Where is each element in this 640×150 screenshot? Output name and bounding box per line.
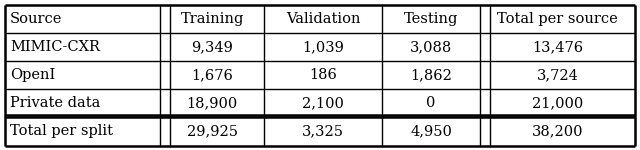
Text: Total per source: Total per source — [497, 12, 618, 26]
Text: 21,000: 21,000 — [532, 96, 583, 110]
Text: 3,088: 3,088 — [410, 40, 452, 54]
Text: 9,349: 9,349 — [191, 40, 233, 54]
Text: Total per split: Total per split — [10, 124, 113, 138]
Text: 4,950: 4,950 — [410, 124, 452, 138]
Text: 3,724: 3,724 — [536, 68, 579, 82]
Text: 29,925: 29,925 — [187, 124, 237, 138]
Text: 1,862: 1,862 — [410, 68, 452, 82]
Text: 2,100: 2,100 — [303, 96, 344, 110]
Text: 1,676: 1,676 — [191, 68, 233, 82]
Text: 1,039: 1,039 — [303, 40, 344, 54]
Text: 18,900: 18,900 — [187, 96, 238, 110]
Text: Validation: Validation — [286, 12, 360, 26]
Text: Source: Source — [10, 12, 63, 26]
Text: 0: 0 — [426, 96, 436, 110]
Text: 186: 186 — [309, 68, 337, 82]
Text: Training: Training — [180, 12, 244, 26]
Text: 13,476: 13,476 — [532, 40, 583, 54]
Text: Testing: Testing — [404, 12, 458, 26]
Text: MIMIC-CXR: MIMIC-CXR — [10, 40, 100, 54]
Text: 38,200: 38,200 — [532, 124, 583, 138]
Text: 3,325: 3,325 — [302, 124, 344, 138]
Text: OpenI: OpenI — [10, 68, 56, 82]
Text: Private data: Private data — [10, 96, 100, 110]
